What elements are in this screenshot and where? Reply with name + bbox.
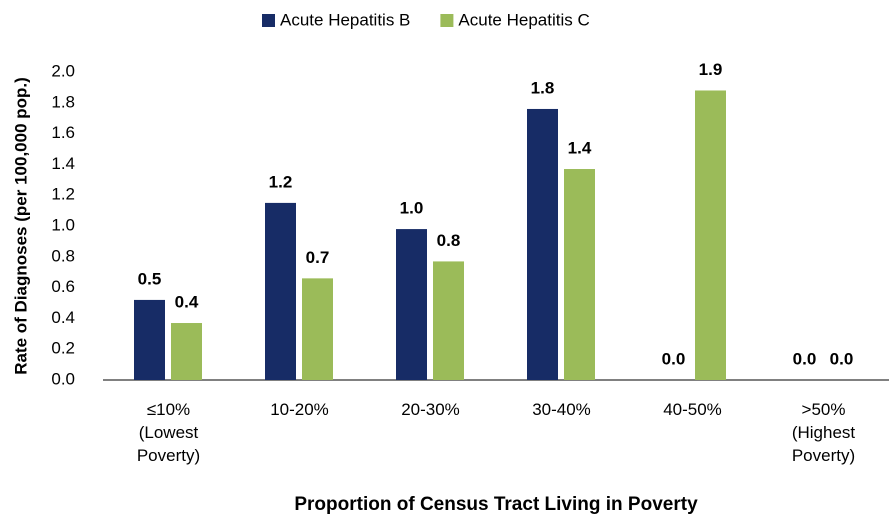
- bar: [695, 90, 726, 380]
- legend-swatch: [262, 14, 275, 27]
- data-label: 1.0: [400, 199, 424, 218]
- x-tick-label: 30-40%: [532, 400, 591, 419]
- data-label: 0.5: [138, 269, 162, 288]
- y-tick-label: 0.6: [51, 277, 75, 296]
- bar: [527, 108, 558, 381]
- data-label: 0.4: [175, 293, 199, 312]
- legend-label: Acute Hepatitis B: [280, 10, 410, 29]
- bar: [564, 169, 595, 380]
- y-tick-label: 0.2: [51, 339, 75, 358]
- data-label: 0.0: [662, 349, 686, 368]
- y-tick-label: 1.4: [51, 154, 75, 173]
- y-tick-label: 1.8: [51, 92, 75, 111]
- y-tick-label: 0.0: [51, 369, 75, 388]
- data-label: 0.8: [437, 231, 461, 250]
- y-tick-label: 1.6: [51, 123, 75, 142]
- y-tick-label: 1.0: [51, 215, 75, 234]
- bar: [134, 299, 165, 380]
- y-tick-label: 0.4: [51, 308, 75, 327]
- x-tick-label: 10-20%: [270, 400, 329, 419]
- bar: [265, 202, 296, 380]
- data-label: 1.9: [699, 60, 723, 79]
- data-label: 1.2: [269, 172, 293, 191]
- bar: [302, 278, 333, 380]
- data-label: 1.8: [531, 78, 555, 97]
- x-tick-label: ≤10% (Lowest Poverty): [136, 400, 201, 465]
- x-axis-title: Proportion of Census Tract Living in Pov…: [294, 494, 698, 515]
- y-tick-label: 2.0: [51, 61, 75, 80]
- legend-swatch: [440, 14, 454, 27]
- data-label: 1.4: [568, 139, 592, 158]
- data-label: 0.0: [793, 349, 817, 368]
- x-tick-label: 40-50%: [663, 400, 722, 419]
- data-label: 0.7: [306, 248, 330, 267]
- bar: [433, 261, 464, 380]
- data-label: 0.0: [830, 349, 854, 368]
- legend-label: Acute Hepatitis C: [458, 10, 589, 29]
- x-tick-label: 20-30%: [401, 400, 460, 419]
- y-tick-label: 0.8: [51, 246, 75, 265]
- bar: [396, 229, 427, 380]
- bar: [171, 323, 202, 380]
- y-tick-label: 1.2: [51, 185, 75, 204]
- x-tick-label: >50% (Highest Poverty): [791, 400, 856, 465]
- y-axis-title: Rate of Diagnoses (per 100,000 pop.): [11, 77, 30, 375]
